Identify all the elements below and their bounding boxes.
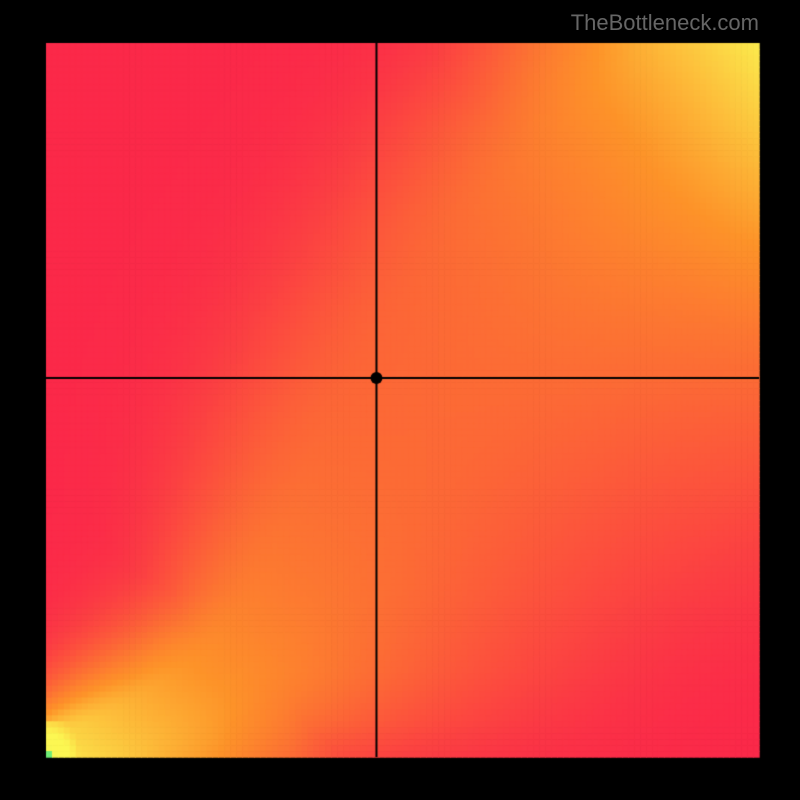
attribution-text: TheBottleneck.com [571,10,759,36]
bottleneck-heatmap [0,0,800,800]
